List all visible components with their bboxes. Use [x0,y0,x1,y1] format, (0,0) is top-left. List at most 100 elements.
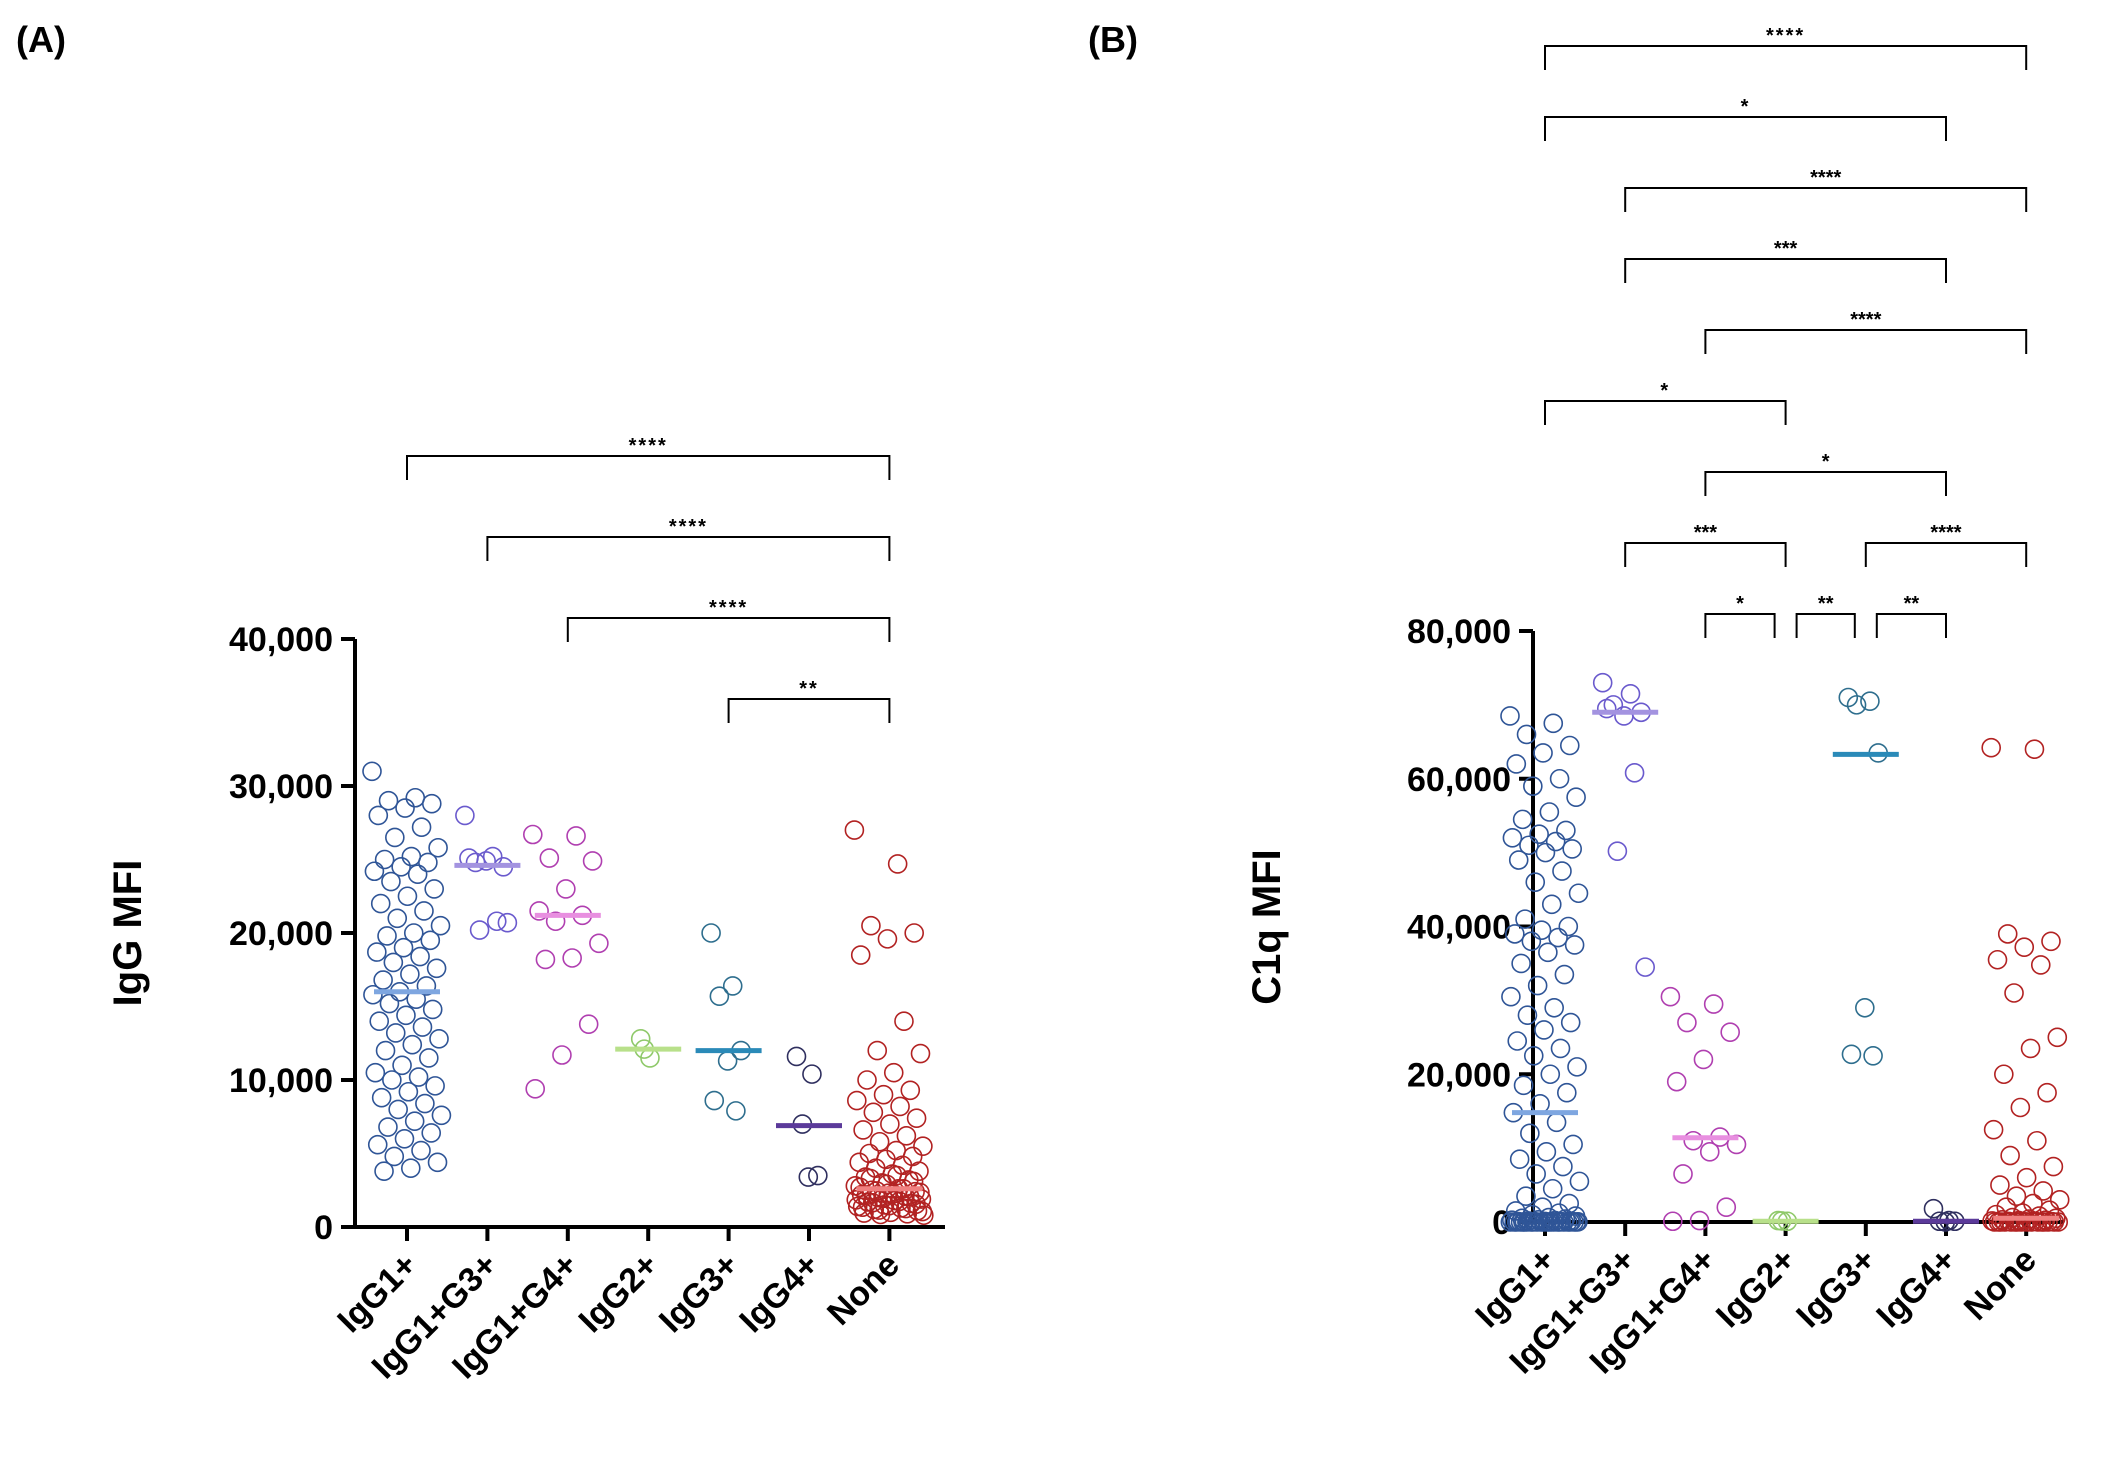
data-point [1558,916,1579,937]
data-point [426,958,447,979]
data-point [2020,1038,2041,1059]
bracket [727,698,891,723]
data-point [1536,1142,1557,1162]
data-point [1614,706,1634,726]
data-point [1994,1064,2014,1085]
data-point [422,999,443,1020]
data-point [1841,1044,1862,1065]
data-point [1566,787,1586,808]
bracket [1624,542,1787,567]
data-point [873,1084,894,1105]
data-point [2024,739,2045,760]
significance-label: ** [1818,593,1834,615]
data-point [364,861,385,882]
data-point [857,1070,877,1090]
data-point [1527,1212,1547,1232]
x-tick-label: IgG2+ [572,1246,666,1340]
data-point [578,1014,599,1034]
y-tick-label: 60,000 [1407,761,1511,799]
data-point [910,1182,930,1203]
data-point [1553,1156,1573,1177]
y-tick-label: 10,000 [229,1062,333,1100]
data-point [1660,986,1681,1007]
data-point [1515,909,1535,929]
data-point [867,1040,888,1061]
data-point [411,817,432,837]
data-point [1566,1212,1587,1232]
data-point [1534,1020,1554,1040]
data-point [2034,1212,2054,1232]
significance-label: **** [1850,309,1881,331]
data-point [415,1093,435,1114]
data-point [1677,1012,1697,1033]
data-point [726,1101,746,1121]
data-point [1509,1149,1530,1170]
bracket [566,617,891,642]
data-point [1559,735,1580,756]
data-point [525,1079,546,1099]
data-point [862,1192,883,1213]
data-point [394,1129,415,1149]
data-point [1516,1186,1536,1206]
data-point [407,864,428,885]
x-tick-label: None [820,1246,907,1333]
data-point [808,1165,828,1186]
data-point [850,945,871,965]
data-point [704,1090,725,1111]
data-point [1699,1142,1720,1162]
data-point [408,1067,429,1087]
data-point [1592,672,1613,693]
data-point [1635,957,1655,977]
y-tick-label: 30,000 [229,768,333,806]
data-point [2038,1212,2058,1232]
data-point [877,929,898,949]
data-point [1513,1212,1533,1232]
data-point [890,1096,910,1117]
data-point [1519,835,1539,856]
data-point [2047,1027,2068,1048]
data-point [1983,1119,2004,1140]
data-point [362,761,382,782]
data-point [377,926,397,946]
data-point [382,1070,402,1090]
data-point [486,911,507,932]
data-point [1523,1045,1544,1066]
data-point [1539,1212,1560,1232]
data-point [428,837,448,858]
data-point [1505,924,1525,944]
data-point [1855,997,1875,1018]
data-point [2037,1082,2057,1103]
significance-label: * [1822,451,1830,473]
panel-label: (A) [16,19,66,60]
data-point [373,970,393,990]
data-point [385,1023,406,1043]
data-point [1529,824,1549,844]
data-point [906,1194,926,1215]
x-tick-label: IgG4+ [1869,1241,1963,1335]
data-point [1517,1005,1538,1025]
bracket [1795,613,1856,638]
data-point [852,1197,873,1217]
data-point [896,1198,916,1219]
data-point [880,1114,900,1134]
data-point [424,879,444,899]
data-point [367,942,387,962]
data-point [1526,1164,1546,1184]
data-point [1512,809,1533,830]
data-point [421,793,442,814]
data-point [419,1048,439,1068]
data-point [2004,983,2024,1003]
data-point [1981,737,2001,758]
data-point [365,1062,386,1083]
data-point [1720,1022,1740,1042]
data-point [722,976,743,996]
data-point [863,1102,884,1123]
data-point [1549,768,1570,789]
data-point [430,915,451,936]
data-point [465,852,486,873]
data-point [1624,763,1645,783]
data-point [1567,1057,1587,1077]
data-point [1527,975,1548,996]
data-point [429,1029,449,1049]
data-point [1683,1130,1704,1151]
